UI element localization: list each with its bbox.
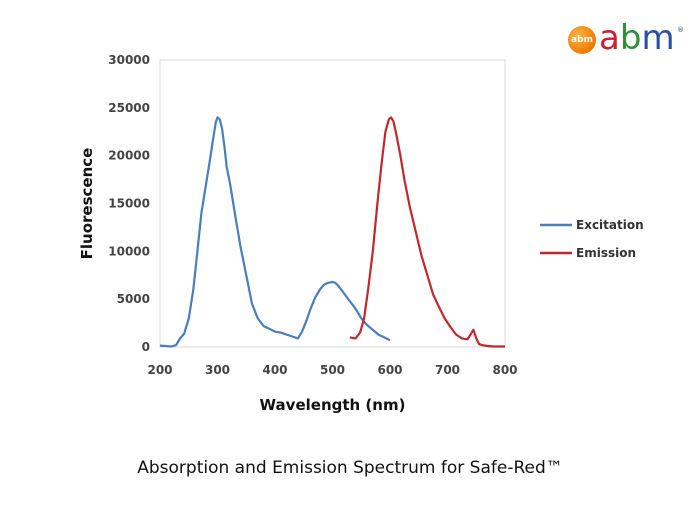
x-tick-label: 400 [262, 363, 287, 377]
legend-label-excitation: Excitation [576, 218, 644, 232]
abm-logo: abm abm ® [566, 18, 684, 58]
y-tick-label: 20000 [108, 149, 150, 163]
logo-letter-a: a [599, 18, 620, 58]
y-tick-label: 0 [142, 340, 150, 354]
x-axis-label: Wavelength (nm) [260, 396, 406, 414]
series-lines [159, 116, 505, 348]
y-tick-label: 25000 [108, 101, 150, 115]
legend: Excitation Emission [540, 218, 644, 260]
x-tick-label: 200 [147, 363, 172, 377]
logo-badge: abm [568, 26, 596, 54]
x-tick-label: 700 [435, 363, 460, 377]
series-line-excitation [159, 116, 391, 348]
x-tick-label: 600 [377, 363, 402, 377]
logo-badge-text: abm [571, 35, 593, 45]
y-tick-label: 5000 [117, 292, 150, 306]
series-line-emission [349, 116, 505, 348]
y-tick-label: 15000 [108, 197, 150, 211]
legend-label-emission: Emission [576, 246, 636, 260]
axes [159, 59, 506, 348]
logo-wordmark: abm [599, 18, 675, 58]
x-tick-label: 800 [492, 363, 517, 377]
y-tick-label: 30000 [108, 53, 150, 67]
y-axis-label: Fluorescence [78, 148, 96, 260]
y-tick-label: 10000 [108, 244, 150, 258]
logo-letter-b: b [619, 18, 642, 58]
tick-labels: 200 300 400 500 600 700 800 0 5000 10000 15000 2000… [108, 53, 517, 377]
x-tick-label: 500 [320, 363, 345, 377]
plot-frame [159, 59, 506, 348]
logo-letter-m: m [641, 18, 675, 58]
figure-caption: Absorption and Emission Spectrum for Saf… [137, 458, 563, 478]
x-tick-label: 300 [205, 363, 230, 377]
registered-mark: ® [677, 26, 684, 34]
